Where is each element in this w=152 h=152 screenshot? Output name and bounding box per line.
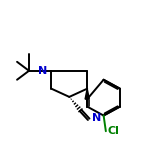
Text: N: N [92,113,101,123]
Polygon shape [85,89,89,99]
Text: Cl: Cl [108,126,119,136]
Text: N: N [38,66,48,76]
